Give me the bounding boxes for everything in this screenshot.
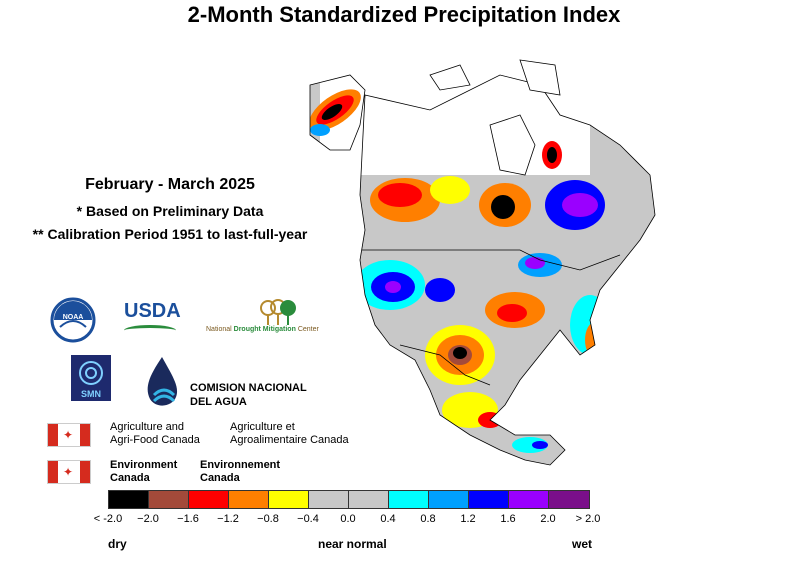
legend-tick-label: 0.0	[340, 513, 356, 525]
legend-tick-label: −1.2	[217, 513, 239, 525]
legend-tick-label: 1.2	[460, 513, 476, 525]
legend-tick-label: −0.4	[297, 513, 319, 525]
legend-swatch-7	[389, 491, 429, 508]
ec-en-text: Environment Canada	[110, 459, 177, 485]
calibration-note: ** Calibration Period 1951 to last-full-…	[32, 226, 308, 242]
legend-swatch-5	[309, 491, 349, 508]
ndmc-logo-text: National Drought Mitigation Center	[206, 326, 319, 333]
legend-swatch-0	[109, 491, 149, 508]
maple-leaf-icon: ✦	[63, 465, 74, 479]
legend-swatch-9	[469, 491, 509, 508]
spi-map	[309, 59, 656, 466]
conagua-line-2: DEL AGUA	[190, 396, 247, 408]
legend-swatch-4	[269, 491, 309, 508]
ndmc-suffix: Center	[297, 326, 319, 333]
legend-tick-label: 0.8	[420, 513, 436, 525]
legend-swatch-8	[429, 491, 469, 508]
conagua-text: COMISION NACIONAL DEL AGUA	[190, 381, 307, 409]
legend-tick-label: 1.6	[500, 513, 516, 525]
legend-normal-label: near normal	[318, 537, 387, 551]
legend-swatch-1	[149, 491, 189, 508]
legend-wet-label: wet	[572, 537, 593, 551]
legend-tick-label: < -2.0	[93, 513, 123, 525]
ndmc-prefix: National	[206, 326, 232, 333]
canada-flag-aafc: ✦	[47, 423, 91, 447]
conagua-logo-icon	[147, 357, 178, 406]
aafc-en-line-2: Agri-Food Canada	[110, 434, 200, 446]
legend-swatch-3	[229, 491, 269, 508]
ec-fr-line-1: Environnement	[200, 459, 281, 471]
ndmc-tree-icon	[260, 299, 296, 325]
ec-fr-line-2: Canada	[200, 472, 240, 484]
legend-swatch-11	[549, 491, 589, 508]
noaa-logo-text: NOAA	[63, 314, 84, 321]
aafc-en-line-1: Agriculture and	[110, 421, 184, 433]
ec-en-line-1: Environment	[110, 459, 178, 471]
legend-tick-label: −1.6	[177, 513, 199, 525]
legend-tick-label: > 2.0	[575, 513, 601, 525]
preliminary-note: * Based on Preliminary Data	[76, 203, 264, 219]
smn-logo: SMN	[71, 355, 111, 401]
canada-flag-ec: ✦	[47, 460, 91, 484]
aafc-fr-line-2: Agroalimentaire Canada	[230, 434, 349, 446]
usda-logo: USDA	[124, 300, 181, 322]
ndmc-main: Drought Mitigation	[233, 326, 296, 333]
maple-leaf-icon: ✦	[63, 428, 74, 442]
legend-swatch-2	[189, 491, 229, 508]
ec-en-line-2: Canada	[110, 472, 150, 484]
legend-dry-label: dry	[108, 537, 127, 551]
aafc-fr-line-1: Agriculture et	[230, 421, 295, 433]
legend-tick-label: −2.0	[137, 513, 159, 525]
aafc-fr-text: Agriculture et Agroalimentaire Canada	[230, 421, 349, 447]
conagua-line-1: COMISION NACIONAL	[190, 382, 307, 394]
legend-color-bar	[108, 490, 590, 509]
legend-swatch-6	[349, 491, 389, 508]
smn-logo-text: SMN	[81, 389, 101, 399]
period-label: February - March 2025	[85, 176, 255, 193]
map-title: 2-Month Standardized Precipitation Index	[187, 2, 621, 27]
legend-tick-label: −0.8	[257, 513, 279, 525]
aafc-en-text: Agriculture and Agri-Food Canada	[110, 421, 200, 447]
legend-swatch-10	[509, 491, 549, 508]
legend-tick-label: 0.4	[380, 513, 396, 525]
usda-swoosh	[124, 325, 176, 336]
legend-tick-label: 2.0	[540, 513, 556, 525]
noaa-logo: NOAA	[50, 297, 96, 343]
ec-fr-text: Environnement Canada	[200, 459, 280, 485]
